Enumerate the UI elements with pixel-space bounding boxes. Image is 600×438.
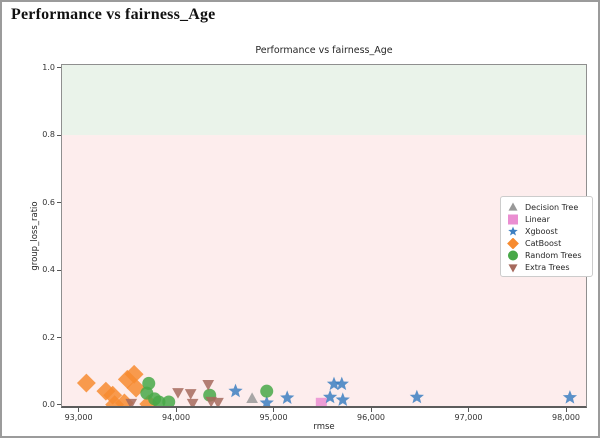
marker-extra-trees	[202, 380, 215, 391]
marker-random-trees	[260, 384, 274, 398]
marker-xgboost	[409, 389, 424, 404]
x-tick-mark	[175, 408, 177, 412]
y-tick-mark	[57, 134, 61, 136]
upper-green-zone	[62, 65, 586, 136]
marker-extra-trees	[186, 398, 199, 406]
marker-xgboost	[562, 390, 578, 404]
triangle-down-icon	[508, 263, 518, 272]
marker-xgboost	[322, 389, 338, 404]
x-tick-label: 97,000	[454, 413, 483, 422]
x-tick-label: 93,000	[64, 413, 93, 422]
marker-xgboost	[228, 383, 243, 398]
scatter-canvas	[62, 65, 586, 406]
marker-linear	[315, 397, 327, 406]
x-tick-mark	[78, 408, 80, 412]
legend-label: Random Trees	[525, 250, 582, 260]
marker-extra-trees	[172, 388, 184, 399]
marker-xgboost	[326, 376, 342, 391]
x-tick-label: 94,000	[162, 413, 191, 422]
x-tick-mark	[468, 408, 470, 412]
legend-label: Linear	[525, 214, 550, 224]
x-tick-mark	[565, 408, 567, 412]
marker-catboost	[76, 373, 96, 393]
circle-icon	[508, 250, 518, 260]
y-tick-label: 0.8	[42, 130, 55, 140]
marker-extra-trees	[184, 389, 197, 400]
legend-item-catboost: CatBoost	[506, 237, 588, 249]
marker-catboost	[124, 364, 144, 384]
page-title: Performance vs fairness_Age	[11, 6, 216, 23]
marker-random-trees	[162, 395, 176, 406]
x-tick-label: 96,000	[357, 413, 386, 422]
plot-area	[61, 64, 587, 408]
legend-item-extra-trees: Extra Trees	[506, 261, 588, 273]
y-tick-label: 0.4	[42, 265, 55, 275]
y-tick-mark	[57, 269, 61, 271]
legend: Decision Tree Linear Xgboost CatBoost Random…	[500, 196, 593, 277]
y-tick-mark	[57, 337, 61, 339]
lower-pink-zone	[62, 135, 586, 406]
marker-xgboost	[259, 395, 274, 406]
diamond-icon	[507, 237, 519, 249]
legend-label: CatBoost	[525, 238, 562, 248]
marker-decision-tree	[246, 392, 258, 403]
y-tick-label: 0.0	[42, 399, 55, 409]
chart-title: Performance vs fairness_Age	[255, 45, 393, 56]
x-tick-mark	[370, 408, 372, 412]
legend-item-decision-tree: Decision Tree	[506, 201, 588, 213]
y-tick-label: 1.0	[42, 62, 55, 72]
marker-xgboost	[334, 376, 349, 391]
marker-catboost	[117, 369, 137, 389]
y-tick-mark	[57, 202, 61, 204]
triangle-up-icon	[508, 202, 518, 211]
legend-item-xgboost: Xgboost	[506, 225, 588, 237]
legend-item-random-trees: Random Trees	[506, 249, 588, 261]
y-tick-label: 0.2	[42, 332, 55, 342]
x-tick-mark	[273, 408, 275, 412]
marker-catboost	[103, 385, 123, 405]
marker-extra-trees	[212, 397, 224, 406]
marker-xgboost	[280, 390, 295, 404]
y-tick-mark	[57, 404, 61, 406]
marker-extra-trees	[125, 398, 138, 406]
marker-xgboost	[335, 392, 350, 406]
x-tick-label: 95,000	[259, 413, 288, 422]
square-icon	[508, 214, 518, 224]
legend-item-linear: Linear	[506, 213, 588, 225]
x-tick-label: 98,000	[552, 413, 580, 422]
x-axis-label: rmse	[313, 422, 335, 432]
y-axis-label: group_loss_ratio	[30, 201, 40, 271]
y-tick-mark	[57, 67, 61, 69]
y-tick-label: 0.6	[42, 197, 55, 207]
legend-label: Xgboost	[525, 226, 558, 236]
star-icon	[508, 226, 518, 236]
marker-random-trees	[142, 376, 156, 390]
marker-random-trees	[152, 395, 166, 406]
legend-label: Extra Trees	[525, 262, 570, 272]
legend-label: Decision Tree	[525, 202, 579, 212]
